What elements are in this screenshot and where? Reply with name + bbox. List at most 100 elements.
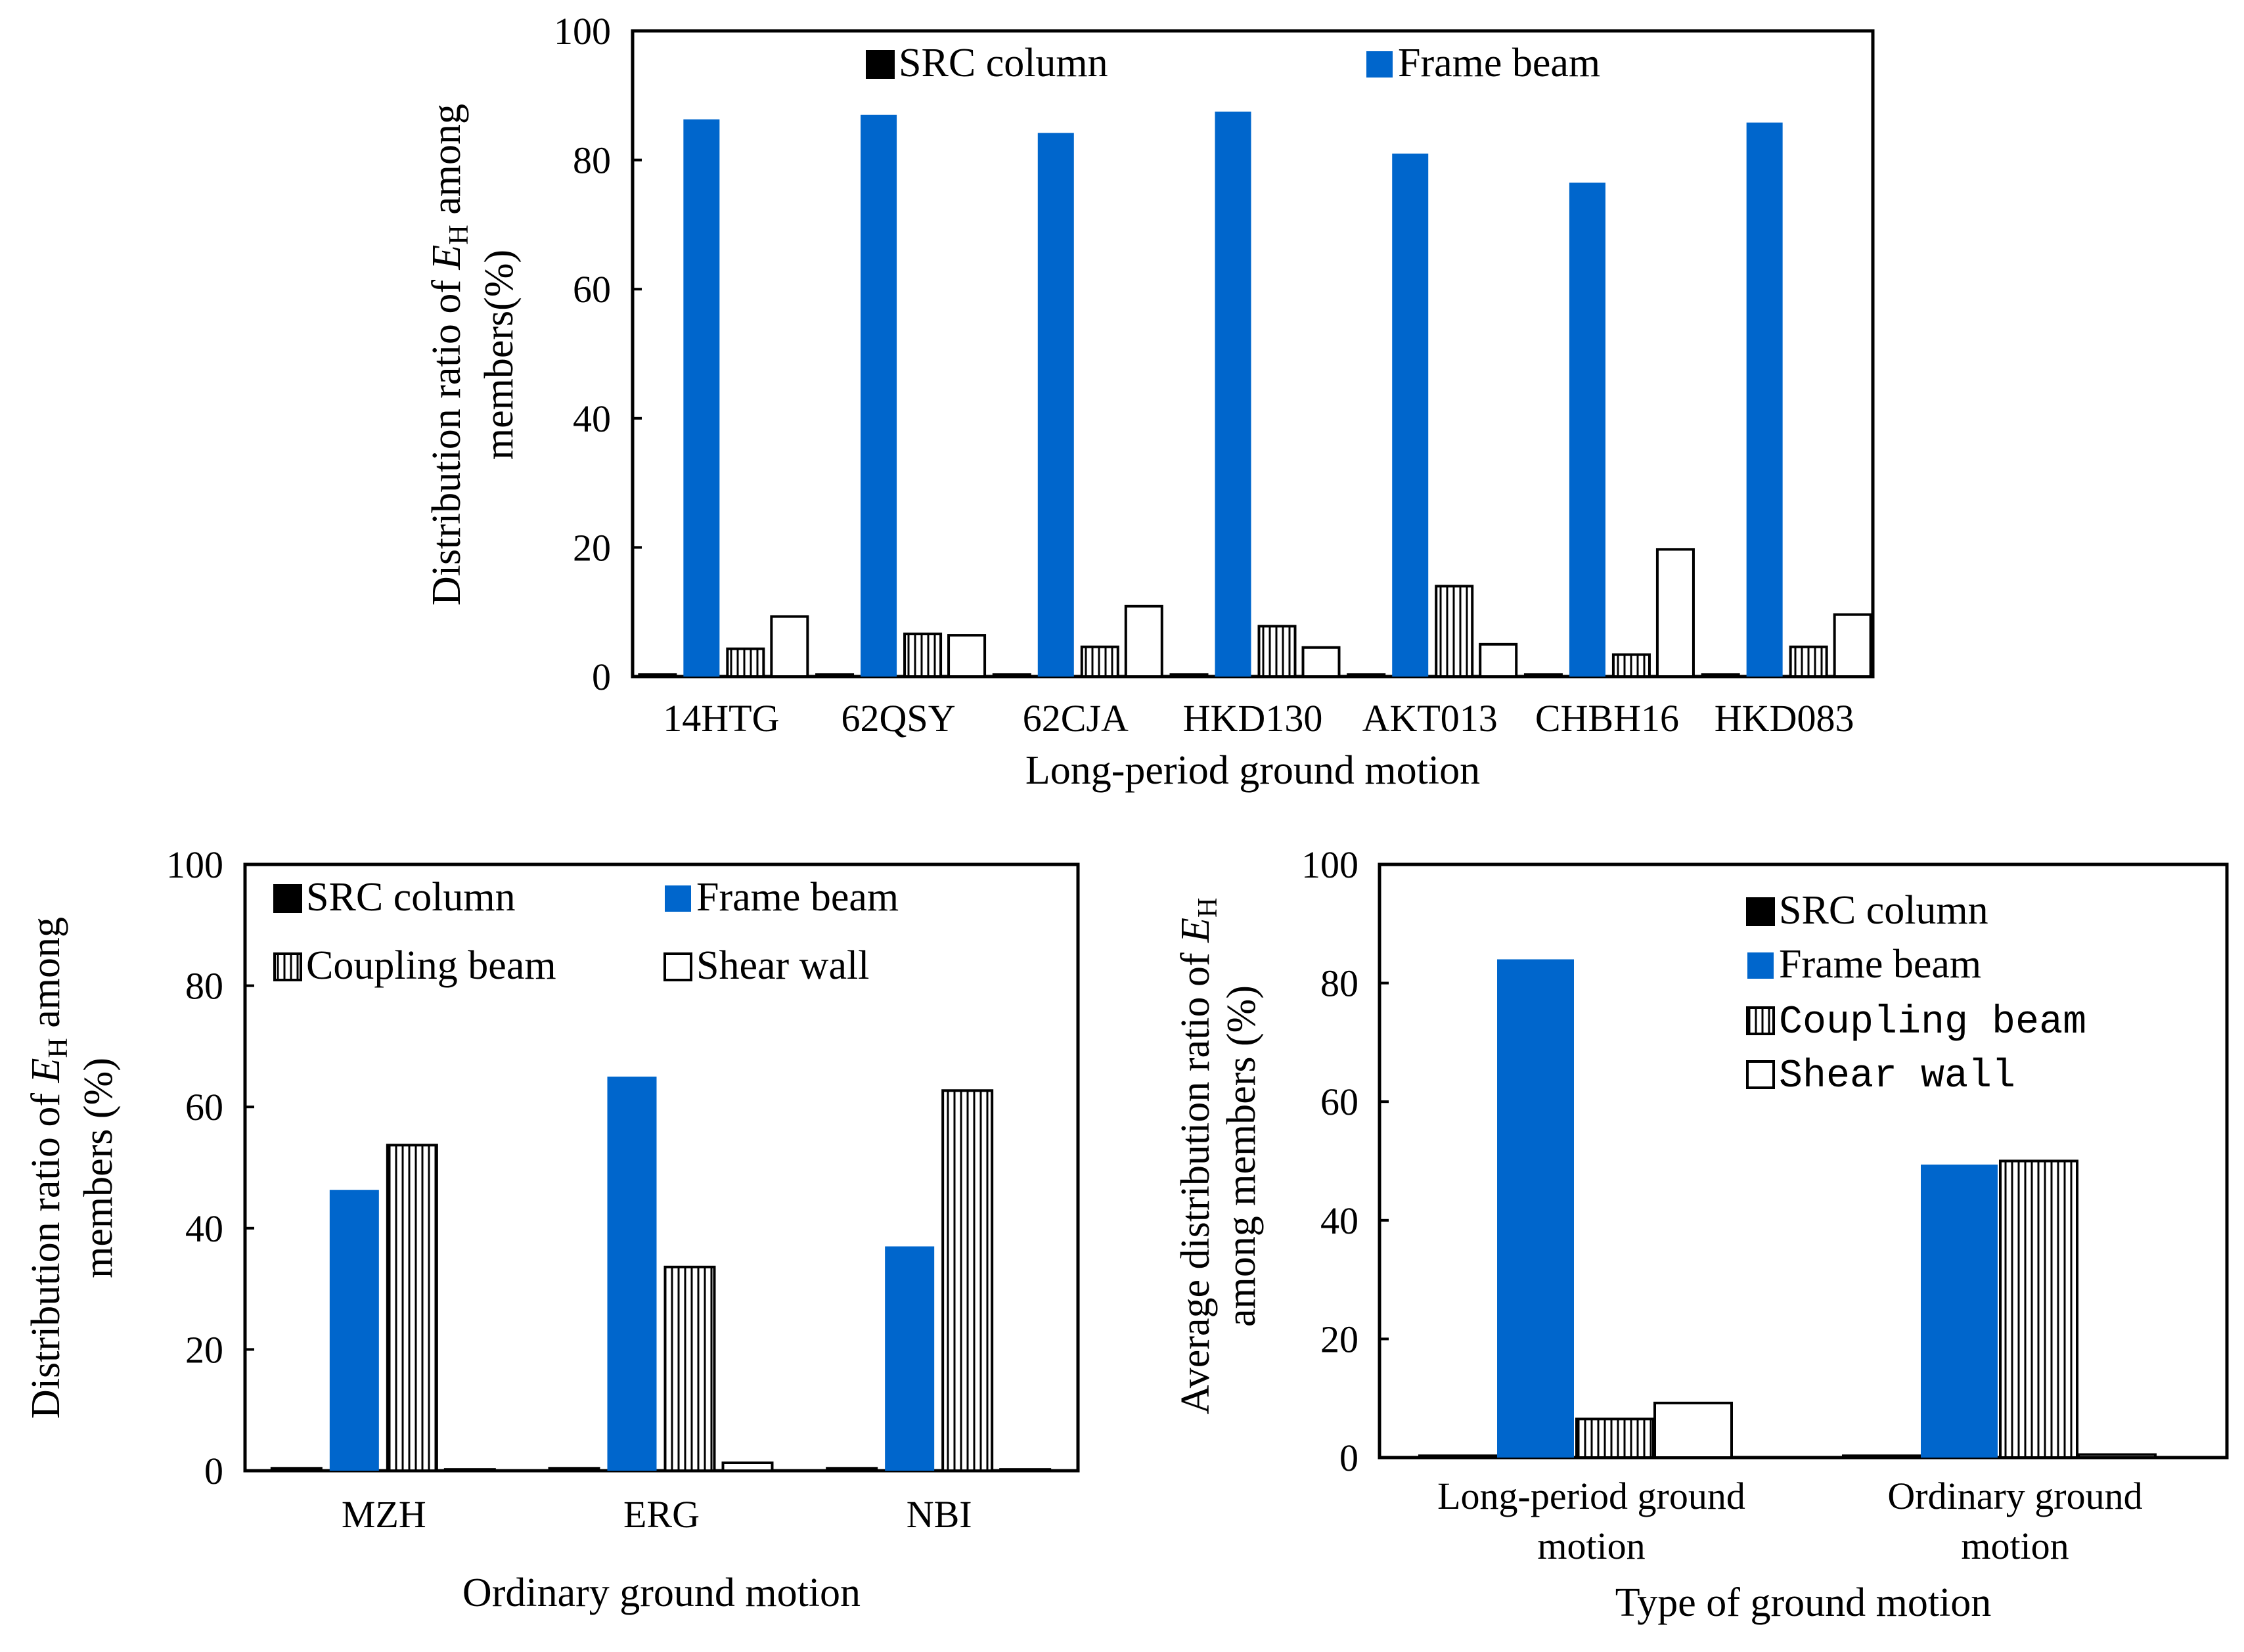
bar-src (815, 673, 855, 679)
bar-src (548, 1467, 600, 1473)
bar-src (1418, 1454, 1498, 1460)
legend-swatch-frame (1747, 952, 1774, 979)
x-category-label: motion (1961, 1525, 2069, 1567)
bar-frame (329, 1190, 379, 1471)
legend-label: Coupling beam (306, 943, 556, 988)
y-tick-label: 60 (573, 268, 611, 311)
x-category-label: NBI (907, 1493, 972, 1536)
y-tick-label: 20 (185, 1328, 223, 1371)
bar-frame (1037, 133, 1074, 677)
legend-label: SRC column (1779, 888, 1988, 933)
y-axis-title-line1: Distribution ratio of EH among (424, 104, 474, 606)
y-tick-label: 100 (1301, 843, 1358, 886)
y-axis-title-text: among (24, 917, 68, 1038)
x-category-label: CHBH16 (1535, 697, 1679, 740)
y-tick-label: 80 (573, 139, 611, 182)
bar-wall (1655, 548, 1695, 678)
bar-frame (1746, 122, 1783, 677)
bar-frame (1215, 111, 1251, 677)
legend-label: Coupling beam (1779, 1000, 2086, 1045)
bar-frame (1921, 1164, 1998, 1458)
x-category-label: AKT013 (1362, 697, 1498, 740)
y-axis-title-symbol: E (424, 245, 469, 271)
bar-src (270, 1467, 323, 1473)
y-tick-label: 20 (1320, 1318, 1358, 1360)
bar-src (638, 673, 677, 679)
bar-frame (861, 114, 897, 677)
y-tick-label: 100 (166, 843, 223, 886)
bar-src (1169, 673, 1209, 679)
x-category-label: 62CJA (1023, 697, 1129, 740)
bar-wall (947, 634, 987, 679)
x-axis-title: Ordinary ground motion (462, 1571, 861, 1615)
x-category-label: 62QSY (841, 697, 956, 740)
bar-wall (721, 1462, 774, 1472)
legend-swatch-frame (665, 885, 691, 912)
y-tick-label: 40 (1320, 1199, 1358, 1242)
legend-label: Shear wall (1779, 1054, 2015, 1099)
bar-coupling (1789, 645, 1828, 678)
legend-swatch-wall (1746, 1060, 1775, 1089)
x-category-label: MZH (342, 1493, 426, 1536)
bar-wall (999, 1468, 1052, 1473)
bar-wall (1301, 646, 1341, 679)
bar-coupling (941, 1089, 994, 1473)
chart-long-period: 0 20 40 60 80 100 14HTG 62QSY 62CJA HKD130 AKT013 C… (424, 10, 1875, 793)
bar-wall (2077, 1453, 2157, 1460)
bar-coupling (1575, 1418, 1655, 1459)
chart-average: 0 20 40 60 80 100 Long-period ground motion Ordi… (1173, 843, 2229, 1625)
bar-frame (1569, 183, 1605, 677)
bar-frame (607, 1077, 657, 1471)
y-axis-title-text: among (424, 104, 469, 225)
plot-frame (243, 862, 1080, 1473)
bar-wall (443, 1468, 496, 1473)
bar-frame (1497, 959, 1574, 1458)
x-category-label: ERG (623, 1493, 700, 1536)
bar-wall (1124, 604, 1163, 679)
x-category-label: Long-period ground (1437, 1475, 1745, 1517)
plot-frame (1378, 862, 2229, 1460)
legend-label: Frame beam (1779, 942, 1981, 987)
y-tick-label: 40 (185, 1207, 223, 1250)
legend-label: Frame beam (696, 875, 899, 920)
bar-wall (1653, 1401, 1733, 1460)
bar-coupling (1611, 653, 1651, 679)
y-tick-label: 0 (204, 1450, 223, 1492)
y-tick-label: 80 (1320, 962, 1358, 1005)
y-axis-title-text: Average distribution ratio of (1173, 943, 1218, 1415)
bar-coupling (1435, 585, 1474, 678)
bar-frame (683, 119, 720, 677)
bar-wall (1479, 642, 1518, 678)
y-axis-title-line2: members (%) (76, 1058, 121, 1278)
y-axis-title-line2: among members (%) (1219, 985, 1264, 1327)
bar-coupling (386, 1144, 438, 1472)
bar-src (1842, 1454, 1921, 1460)
y-axis-title-line1: Distribution ratio of EH among (24, 917, 74, 1419)
legend-swatch-src (1746, 897, 1775, 926)
legend-label: Frame beam (1398, 41, 1600, 85)
bar-frame (1392, 153, 1429, 677)
x-category-label: HKD083 (1715, 697, 1854, 740)
legend-swatch-src (273, 884, 302, 913)
y-axis-title-line2: members(%) (477, 250, 522, 460)
bar-wall (770, 615, 809, 678)
y-axis-title-line1: Average distribution ratio of EH (1173, 898, 1223, 1415)
y-tick-label: 80 (185, 965, 223, 1008)
legend-swatch-frame (1366, 51, 1393, 78)
bar-coupling (1999, 1159, 2078, 1459)
y-tick-label: 100 (554, 10, 611, 53)
y-axis-title-subscript: H (43, 1038, 74, 1058)
legend-swatch-coupling (273, 952, 302, 981)
x-category-label: motion (1537, 1525, 1645, 1567)
y-axis-title-subscript: H (444, 225, 474, 244)
x-category-label: 14HTG (663, 697, 779, 740)
legend-swatch-coupling (1746, 1006, 1775, 1035)
bar-src (992, 673, 1031, 679)
y-axis-title-subscript: H (1193, 898, 1223, 918)
bar-src (1523, 673, 1563, 679)
x-category-label: Ordinary ground (1887, 1475, 2142, 1517)
